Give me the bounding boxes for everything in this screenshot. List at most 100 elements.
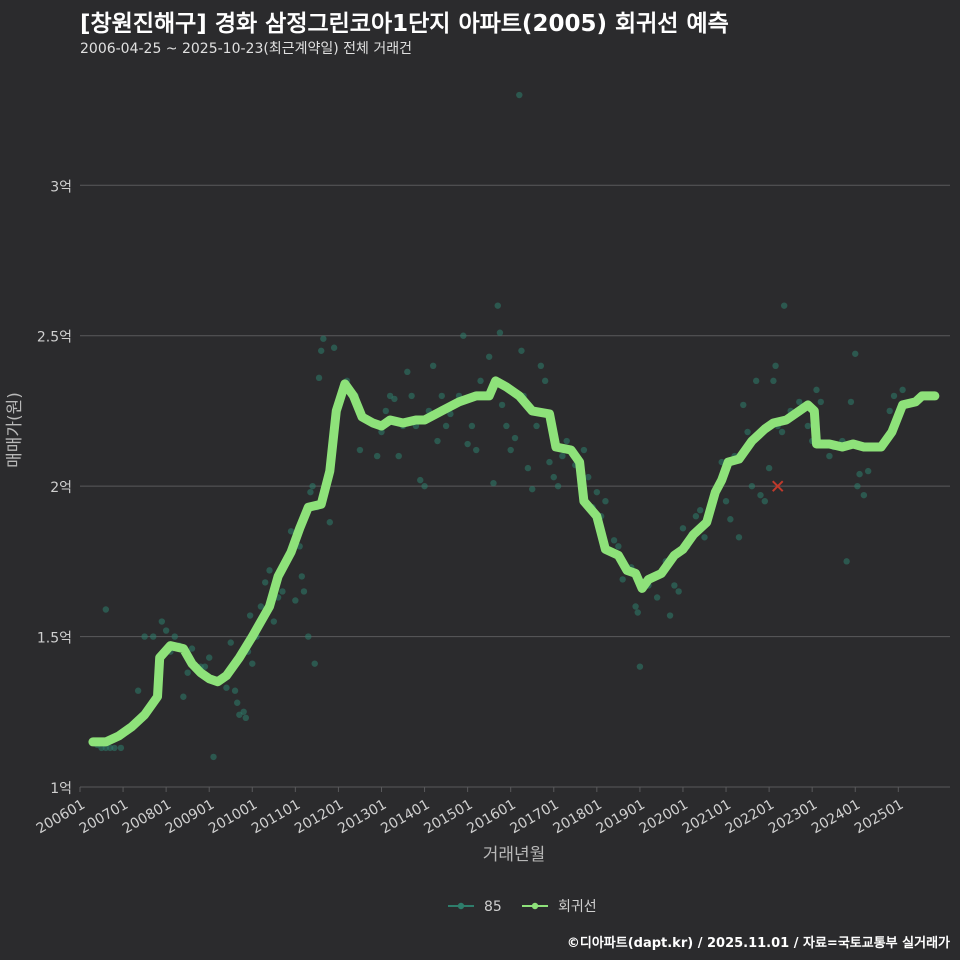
x-tick-label: 202201 [723, 797, 777, 838]
y-tick-label: 2.5억 [37, 330, 72, 346]
scatter-point [752, 377, 760, 385]
scatter-point [735, 534, 743, 541]
scatter-point [227, 639, 234, 646]
x-tick-label: 202401 [809, 797, 863, 838]
scatter-point [780, 302, 788, 309]
x-tick-label: 200701 [77, 797, 131, 838]
gridlines [79, 184, 950, 792]
y-tick-label: 1.5억 [37, 631, 72, 647]
scatter-point [765, 464, 773, 472]
scatter-point [279, 588, 286, 595]
scatter-point [653, 594, 661, 601]
scatter-point [770, 377, 777, 385]
scatter-point [447, 410, 454, 418]
x-tick-label: 200601 [34, 797, 88, 838]
y-tick-label: 3억 [50, 179, 72, 195]
scatter-point [292, 597, 299, 604]
x-tick-label: 202301 [766, 797, 820, 838]
scatter-point [537, 362, 545, 370]
scatter-point [180, 693, 187, 700]
scatter-point [826, 452, 833, 460]
x-tick-label: 202101 [680, 797, 734, 838]
scatter-point [507, 446, 514, 454]
scatter-point [206, 654, 213, 661]
cross-markers [772, 480, 784, 492]
scatter-point [249, 660, 256, 667]
x-tick-label: 201401 [378, 797, 432, 838]
scatter-point [744, 428, 751, 436]
scatter-point [563, 437, 570, 445]
scatter-point [696, 507, 704, 514]
scatter-point [666, 612, 674, 619]
x-tick-label: 201701 [507, 797, 561, 838]
scatter-point [404, 368, 411, 376]
x-tick-label: 201201 [292, 797, 346, 838]
scatter-point [529, 485, 536, 493]
scatter-point [843, 558, 850, 565]
scatter-point [171, 633, 178, 640]
scatter-point [429, 362, 437, 370]
scatter-point [585, 473, 592, 481]
scatter-point [234, 699, 241, 706]
scatter-point [701, 534, 708, 541]
scatter-point [111, 744, 118, 752]
scatter-point [309, 482, 316, 490]
scatter-point [813, 386, 820, 394]
scatter-point [270, 618, 278, 625]
x-tick-label: 201801 [551, 797, 605, 838]
scatter-point [675, 588, 682, 595]
scatter-point [356, 446, 364, 454]
scatter-point [615, 543, 622, 550]
legend-label: 85 [484, 899, 502, 915]
scatter-point [188, 645, 196, 652]
legend: 85 회귀선 [448, 899, 597, 915]
scatter-point [890, 392, 898, 400]
scatter-point [796, 398, 803, 406]
scatter-point [102, 606, 110, 613]
scatter-point [320, 335, 327, 342]
scatter-point [541, 377, 549, 385]
scatter-point [261, 579, 269, 586]
regression-path [88, 376, 940, 747]
scatter-point [305, 633, 312, 640]
x-tick-label: 201101 [249, 797, 303, 838]
scatter-point [856, 470, 863, 478]
chart-subtitle: 2006-04-25 ~ 2025-10-23(최근계약일) 전체 거래건 [80, 41, 412, 57]
scatter-point [240, 708, 247, 715]
y-tick-label: 2억 [50, 480, 72, 496]
scatter-point [378, 428, 385, 436]
scatter-point [287, 528, 295, 535]
scatter-point [442, 422, 450, 430]
scatter-point [223, 684, 230, 691]
source-caption: ©디아파트(dapt.kr) / 2025.11.01 / 자료=국토교통부 실… [566, 936, 950, 951]
scatter-point [158, 618, 166, 625]
scatter-point [438, 392, 445, 400]
legend-swatch-dot [531, 902, 539, 910]
scatter-point [860, 491, 868, 499]
scatter-point [593, 488, 601, 496]
scatter-point [550, 473, 557, 481]
scatter-point [257, 603, 265, 610]
scatter-point [524, 464, 532, 472]
scatter-point [757, 491, 764, 499]
scatter-point [854, 482, 861, 490]
scatter-point [671, 582, 678, 589]
chart-title: [창원진해구] 경화 삼정그린코아1단지 아파트(2005) 회귀선 예측 [80, 11, 729, 37]
scatter-point [899, 386, 906, 394]
scatter-point [421, 482, 428, 490]
scatter-point [740, 401, 747, 409]
x-tick-label: 201501 [421, 797, 475, 838]
y-tick-label: 1억 [50, 781, 72, 797]
scatter-point [391, 395, 398, 403]
scatter-point [632, 603, 639, 610]
scatter-point [162, 627, 170, 634]
cross-marker [772, 480, 784, 492]
scatter-point [886, 407, 893, 415]
x-tick-label: 201601 [464, 797, 518, 838]
scatter-point [246, 612, 254, 619]
scatter-point [559, 452, 566, 460]
scatter-point [864, 467, 872, 475]
scatter-point [460, 332, 467, 339]
x-tick-label: 201901 [594, 797, 648, 838]
scatter-point [231, 687, 239, 694]
